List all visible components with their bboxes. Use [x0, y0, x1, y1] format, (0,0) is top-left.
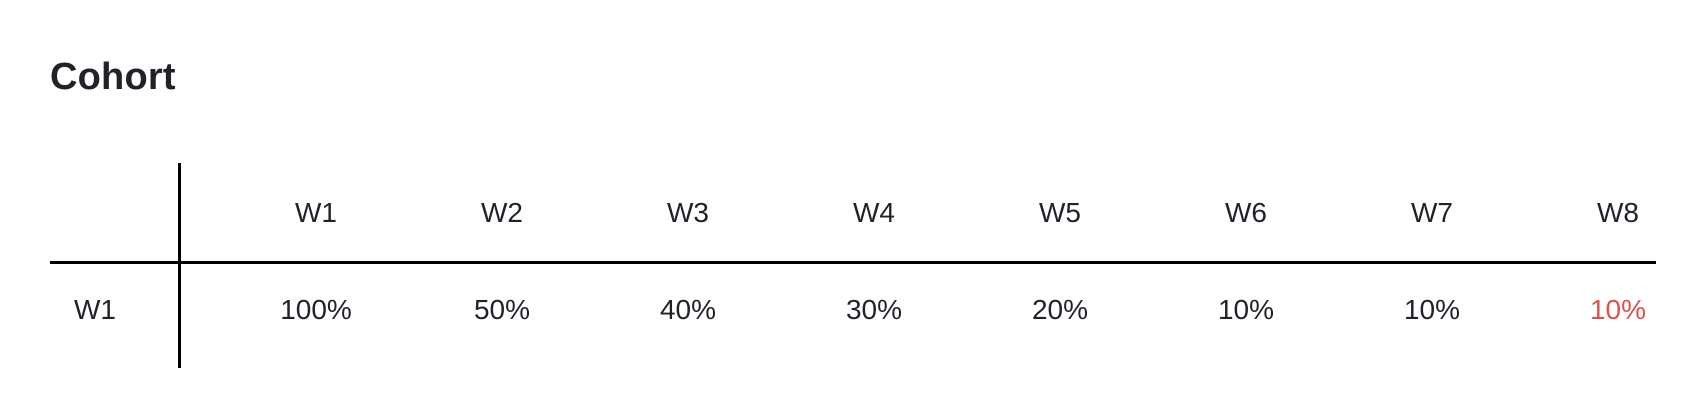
cohort-cell: 40% [659, 294, 717, 325]
cohort-cell: 10% [1403, 294, 1461, 325]
column-header-w3: W3 [667, 197, 709, 228]
cohort-table: W1 W2 W3 W4 W5 W6 W7 W8 W1 100% 50% 40% … [50, 163, 1656, 368]
column-header-divider [50, 261, 1656, 264]
row-label: W1 [74, 294, 116, 325]
column-header-w1: W1 [295, 197, 337, 228]
cohort-cell: 100% [280, 294, 352, 325]
cohort-cell: 30% [845, 294, 903, 325]
column-header-w8: W8 [1597, 197, 1639, 228]
cohort-cell: 50% [473, 294, 531, 325]
cohort-cell-alert: 10% [1589, 294, 1647, 325]
column-header-w6: W6 [1225, 197, 1267, 228]
column-header-w4: W4 [853, 197, 895, 228]
column-header-w7: W7 [1411, 197, 1453, 228]
cohort-cell: 10% [1217, 294, 1275, 325]
column-header-w5: W5 [1039, 197, 1081, 228]
page-title: Cohort [50, 56, 176, 98]
cohort-cell: 20% [1031, 294, 1089, 325]
row-header-divider [178, 163, 181, 368]
column-header-w2: W2 [481, 197, 523, 228]
